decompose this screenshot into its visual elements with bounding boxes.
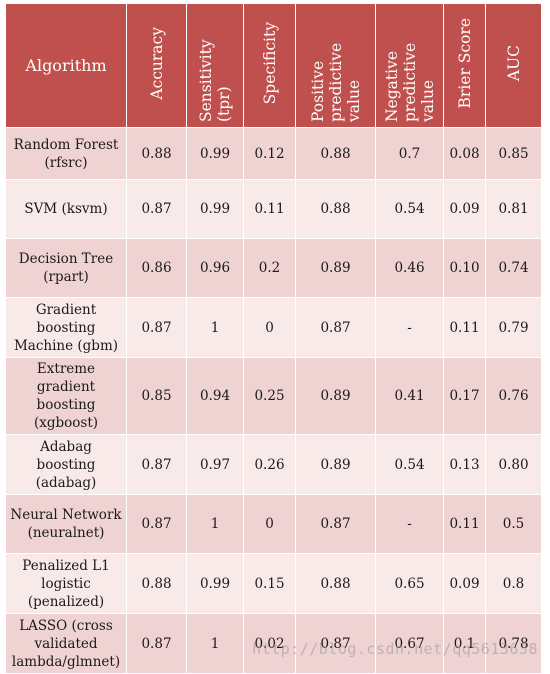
table-row: SVM (ksvm) 0.87 0.99 0.11 0.88 0.54 0.09 0.81 [5, 179, 542, 239]
cell-ppv: 0.89 [295, 357, 376, 435]
cell-algorithm: Penalized L1 logistic (penalized) [5, 553, 127, 614]
cell-ppv: 0.87 [295, 613, 376, 674]
cell-accuracy: 0.88 [126, 127, 187, 180]
cell-auc: 0.79 [485, 297, 542, 358]
table-row: Gradient boosting Machine (gbm) 0.87 1 0 0.8… [5, 297, 542, 358]
cell-npv: 0.54 [375, 434, 444, 495]
cell-ppv: 0.87 [295, 494, 376, 554]
cell-specificity: 0.02 [243, 613, 296, 674]
cell-sensitivity: 1 [186, 297, 244, 358]
cell-npv: 0.46 [375, 238, 444, 298]
header-ppv: Positive predictive value [295, 3, 376, 128]
cell-accuracy: 0.87 [126, 494, 187, 554]
cell-sensitivity: 0.94 [186, 357, 244, 435]
cell-npv: - [375, 494, 444, 554]
cell-auc: 0.80 [485, 434, 542, 495]
cell-sensitivity: 0.97 [186, 434, 244, 495]
table-row: LASSO (cross validated lambda/glmnet) 0.8… [5, 613, 542, 674]
table-row: Neural Network (neuralnet) 0.87 1 0 0.87-0.1… [5, 494, 542, 554]
cell-brier: 0.09 [443, 553, 486, 614]
cell-specificity: 0 [243, 494, 296, 554]
cell-specificity: 0 [243, 297, 296, 358]
header-sensitivity: Sensitivity (tpr) [186, 3, 244, 128]
cell-brier: 0.11 [443, 494, 486, 554]
cell-sensitivity: 1 [186, 494, 244, 554]
cell-ppv: 0.89 [295, 434, 376, 495]
cell-specificity: 0.11 [243, 179, 296, 239]
cell-sensitivity: 0.96 [186, 238, 244, 298]
cell-accuracy: 0.85 [126, 357, 187, 435]
table-row: Decision Tree (rpart) 0.86 0.96 0.2 0.89 0.46… [5, 238, 542, 298]
cell-specificity: 0.26 [243, 434, 296, 495]
header-specificity-label: Specificity [260, 21, 279, 105]
cell-sensitivity: 1 [186, 613, 244, 674]
cell-accuracy: 0.87 [126, 297, 187, 358]
cell-specificity: 0.2 [243, 238, 296, 298]
header-specificity: Specificity [243, 3, 296, 128]
cell-npv: 0.7 [375, 127, 444, 180]
cell-algorithm: LASSO (cross validated lambda/glmnet) [5, 613, 127, 674]
header-accuracy: Accuracy [126, 3, 187, 128]
cell-sensitivity: 0.99 [186, 127, 244, 180]
cell-algorithm: Gradient boosting Machine (gbm) [5, 297, 127, 358]
cell-npv: 0.65 [375, 553, 444, 614]
cell-algorithm: Neural Network (neuralnet) [5, 494, 127, 554]
header-npv-label: Negative predictive value [382, 42, 437, 122]
cell-auc: 0.81 [485, 179, 542, 239]
cell-accuracy: 0.87 [126, 434, 187, 495]
cell-ppv: 0.87 [295, 297, 376, 358]
table-row: Extreme gradient boosting (xgboost) 0.85 0… [5, 357, 542, 435]
cell-ppv: 0.89 [295, 238, 376, 298]
cell-npv: 0.67 [375, 613, 444, 674]
cell-accuracy: 0.86 [126, 238, 187, 298]
cell-auc: 0.5 [485, 494, 542, 554]
header-brier-label: Brier Score [455, 17, 474, 109]
cell-sensitivity: 0.99 [186, 553, 244, 614]
cell-sensitivity: 0.99 [186, 179, 244, 239]
cell-brier: 0.11 [443, 297, 486, 358]
cell-brier: 0.13 [443, 434, 486, 495]
header-accuracy-label: Accuracy [147, 26, 166, 100]
header-algorithm: Algorithm [5, 3, 127, 128]
cell-auc: 0.8 [485, 553, 542, 614]
cell-npv: - [375, 297, 444, 358]
header-auc: AUC [485, 3, 542, 128]
cell-accuracy: 0.88 [126, 553, 187, 614]
cell-ppv: 0.88 [295, 553, 376, 614]
cell-specificity: 0.15 [243, 553, 296, 614]
cell-ppv: 0.88 [295, 179, 376, 239]
header-npv: Negative predictive value [375, 3, 444, 128]
header-sensitivity-label: Sensitivity (tpr) [197, 39, 233, 122]
cell-algorithm: Random Forest (rfsrc) [5, 127, 127, 180]
cell-brier: 0.09 [443, 179, 486, 239]
header-auc-label: AUC [504, 44, 523, 82]
cell-brier: 0.1 [443, 613, 486, 674]
cell-brier: 0.08 [443, 127, 486, 180]
cell-accuracy: 0.87 [126, 613, 187, 674]
cell-algorithm: SVM (ksvm) [5, 179, 127, 239]
cell-brier: 0.10 [443, 238, 486, 298]
cell-specificity: 0.12 [243, 127, 296, 180]
cell-accuracy: 0.87 [126, 179, 187, 239]
cell-specificity: 0.25 [243, 357, 296, 435]
cell-algorithm: Extreme gradient boosting (xgboost) [5, 357, 127, 435]
header-brier: Brier Score [443, 3, 486, 128]
header-ppv-label: Positive predictive value [308, 42, 363, 122]
cell-auc: 0.74 [485, 238, 542, 298]
table-row: Penalized L1 logistic (penalized) 0.88 0.9… [5, 553, 542, 614]
cell-auc: 0.85 [485, 127, 542, 180]
cell-algorithm: Decision Tree (rpart) [5, 238, 127, 298]
cell-brier: 0.17 [443, 357, 486, 435]
table-row: Adabag boosting (adabag) 0.87 0.97 0.26 0.89… [5, 434, 542, 495]
cell-algorithm: Adabag boosting (adabag) [5, 434, 127, 495]
cell-auc: 0.76 [485, 357, 542, 435]
cell-npv: 0.41 [375, 357, 444, 435]
results-table: Algorithm Accuracy Sensitivity (tpr) Spe… [5, 3, 542, 674]
cell-ppv: 0.88 [295, 127, 376, 180]
cell-npv: 0.54 [375, 179, 444, 239]
table-row: Random Forest (rfsrc) 0.88 0.99 0.12 0.88 0.7… [5, 127, 542, 180]
cell-auc: 0.78 [485, 613, 542, 674]
header-row: Algorithm Accuracy Sensitivity (tpr) Spe… [5, 3, 542, 128]
